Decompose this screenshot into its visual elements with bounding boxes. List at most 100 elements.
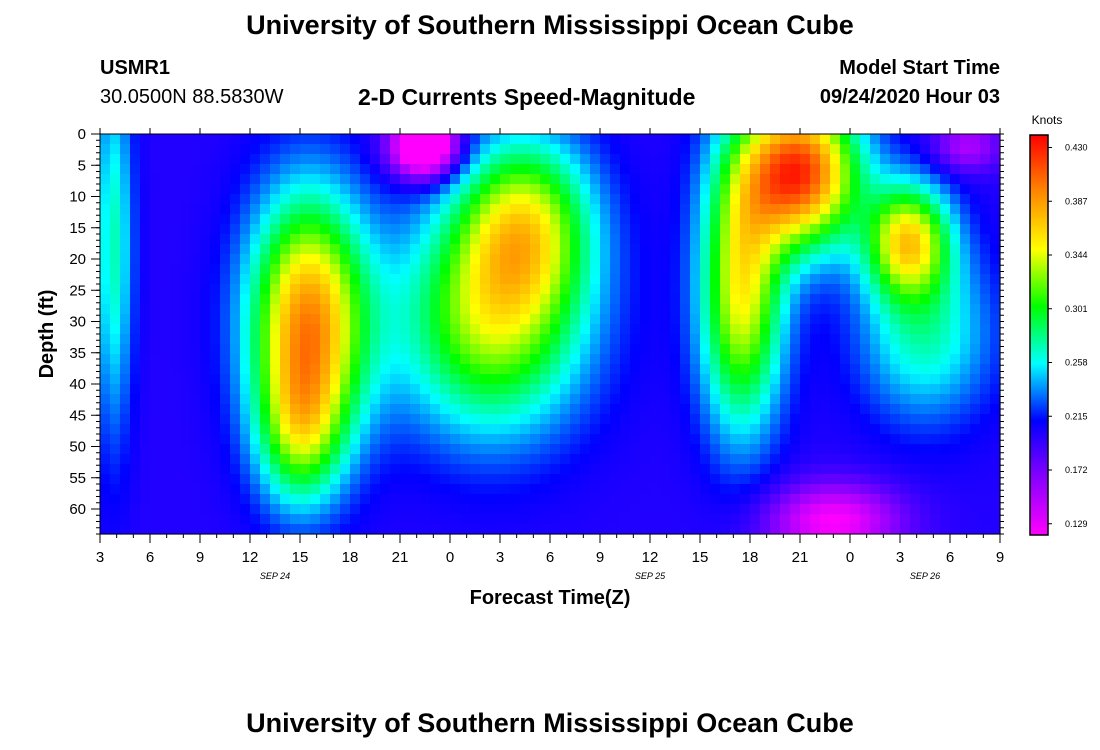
- heatmap-cell: [120, 414, 131, 425]
- heatmap-cell: [690, 434, 701, 445]
- heatmap-cell: [240, 284, 251, 295]
- heatmap-cell: [590, 514, 601, 525]
- heatmap-cell: [920, 194, 931, 205]
- heatmap-cell: [820, 354, 831, 365]
- heatmap-cell: [760, 264, 771, 275]
- heatmap-cell: [150, 494, 161, 505]
- heatmap-cell: [810, 374, 821, 385]
- heatmap-cell: [820, 494, 831, 505]
- heatmap-cell: [760, 304, 771, 315]
- heatmap-cell: [320, 184, 331, 195]
- heatmap-cell: [830, 374, 841, 385]
- heatmap-cell: [860, 164, 871, 175]
- heatmap-cell: [140, 334, 151, 345]
- heatmap-cell: [720, 424, 731, 435]
- heatmap-cell: [530, 294, 541, 305]
- heatmap-cell: [910, 344, 921, 355]
- heatmap-cell: [560, 234, 571, 245]
- heatmap-cell: [390, 144, 401, 155]
- heatmap-cell: [370, 284, 381, 295]
- heatmap-cell: [140, 154, 151, 165]
- heatmap-cell: [730, 374, 741, 385]
- heatmap-cell: [660, 344, 671, 355]
- heatmap-cell: [230, 244, 241, 255]
- heatmap-cell: [560, 324, 571, 335]
- heatmap-cell: [750, 254, 761, 265]
- heatmap-cell: [640, 394, 651, 405]
- heatmap-cell: [790, 134, 801, 145]
- heatmap-cell: [580, 234, 591, 245]
- heatmap-cell: [350, 264, 361, 275]
- heatmap-cell: [740, 224, 751, 235]
- heatmap-cell: [330, 514, 341, 525]
- heatmap-cell: [220, 184, 231, 195]
- heatmap-cell: [620, 174, 631, 185]
- heatmap-cell: [960, 384, 971, 395]
- heatmap-cell: [770, 374, 781, 385]
- heatmap-cell: [820, 484, 831, 495]
- heatmap-cell: [650, 334, 661, 345]
- heatmap-cell: [330, 364, 341, 375]
- heatmap-cell: [530, 454, 541, 465]
- heatmap-cell: [450, 244, 461, 255]
- heatmap-cell: [840, 444, 851, 455]
- heatmap-cell: [770, 324, 781, 335]
- heatmap-cell: [270, 344, 281, 355]
- heatmap-cell: [730, 304, 741, 315]
- heatmap-cell: [490, 404, 501, 415]
- heatmap-cell: [570, 464, 581, 475]
- heatmap-cell: [130, 144, 141, 155]
- heatmap-cell: [160, 244, 171, 255]
- heatmap-cell: [560, 424, 571, 435]
- heatmap-cell: [850, 204, 861, 215]
- heatmap-cell: [480, 424, 491, 435]
- heatmap-cell: [630, 524, 641, 535]
- heatmap-cell: [940, 464, 951, 475]
- heatmap-cell: [240, 424, 251, 435]
- heatmap-cell: [410, 174, 421, 185]
- heatmap-cell: [840, 184, 851, 195]
- date-label: SEP 26: [910, 571, 940, 581]
- heatmap-cell: [610, 244, 621, 255]
- heatmap-cell: [340, 324, 351, 335]
- heatmap-cell: [490, 244, 501, 255]
- heatmap-cell: [760, 514, 771, 525]
- heatmap-cell: [190, 294, 201, 305]
- heatmap-cell: [880, 474, 891, 485]
- heatmap-cell: [530, 164, 541, 175]
- heatmap-cell: [970, 344, 981, 355]
- heatmap-cell: [540, 344, 551, 355]
- heatmap-cell: [550, 374, 561, 385]
- heatmap-cell: [790, 204, 801, 215]
- heatmap-cell: [280, 424, 291, 435]
- heatmap-cell: [450, 424, 461, 435]
- heatmap-cell: [820, 344, 831, 355]
- heatmap-cell: [310, 134, 321, 145]
- heatmap-cell: [190, 474, 201, 485]
- heatmap-cell: [560, 314, 571, 325]
- heatmap-cell: [890, 214, 901, 225]
- heatmap-cell: [570, 384, 581, 395]
- heatmap-cell: [830, 394, 841, 405]
- heatmap-cell: [190, 204, 201, 215]
- heatmap-cell: [410, 364, 421, 375]
- heatmap-cell: [400, 274, 411, 285]
- heatmap-cell: [790, 404, 801, 415]
- heatmap-cell: [920, 344, 931, 355]
- heatmap-cell: [220, 314, 231, 325]
- heatmap-cell: [700, 404, 711, 415]
- heatmap-cell: [520, 174, 531, 185]
- heatmap-cell: [140, 164, 151, 175]
- heatmap-cell: [780, 344, 791, 355]
- heatmap-cell: [760, 274, 771, 285]
- heatmap-cell: [380, 154, 391, 165]
- heatmap-cell: [860, 254, 871, 265]
- heatmap-cell: [290, 304, 301, 315]
- heatmap-cell: [810, 484, 821, 495]
- heatmap-cell: [740, 324, 751, 335]
- heatmap-cell: [300, 134, 311, 145]
- heatmap-cell: [440, 224, 451, 235]
- heatmap-cell: [700, 224, 711, 235]
- heatmap-cell: [590, 194, 601, 205]
- heatmap-cell: [360, 244, 371, 255]
